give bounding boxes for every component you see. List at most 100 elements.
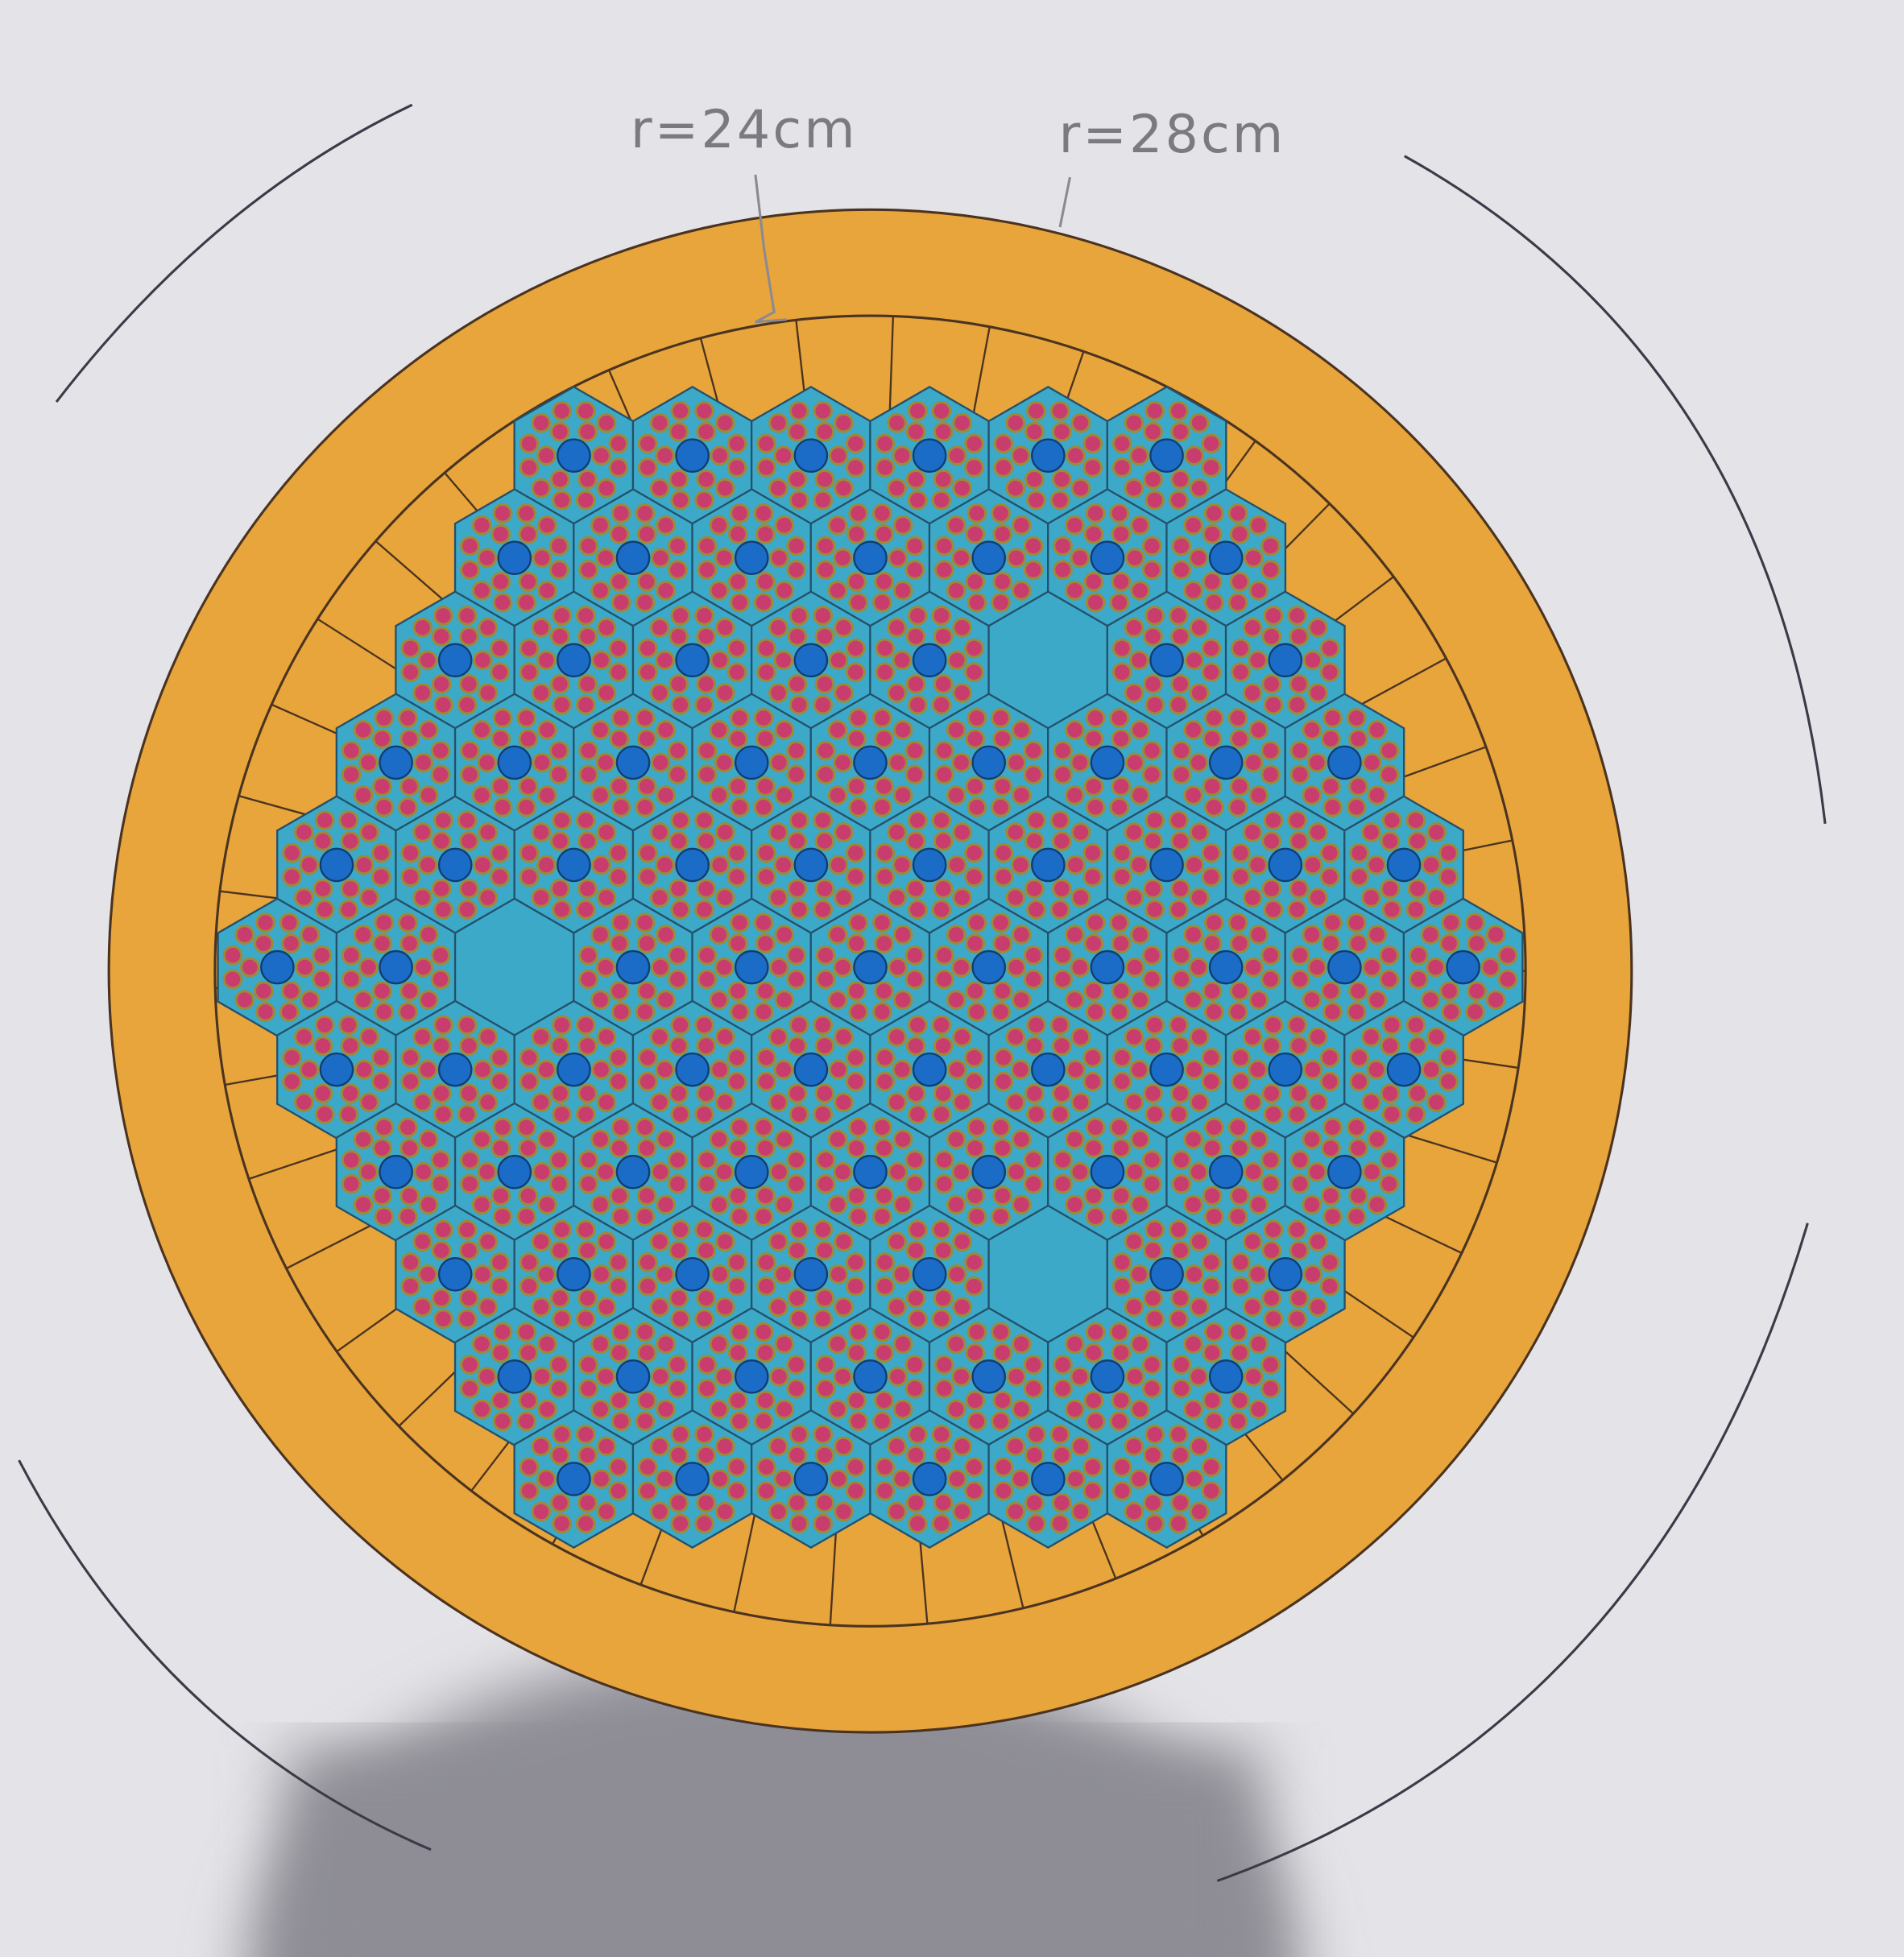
fuel-pin xyxy=(493,526,509,542)
fuel-pin xyxy=(717,890,733,905)
fuel-pin xyxy=(699,1357,715,1372)
fuel-pin xyxy=(611,845,627,861)
fuel-pin xyxy=(1085,460,1101,475)
fuel-pin xyxy=(937,767,952,783)
fuel-pin xyxy=(1072,1164,1088,1180)
fuel-pin xyxy=(540,1336,555,1352)
fuel-pin xyxy=(1086,1188,1102,1204)
assembly xyxy=(631,999,753,1140)
fuel-pin xyxy=(1351,731,1366,747)
fuel-pin xyxy=(1265,1017,1281,1033)
fuel-pin xyxy=(712,857,728,873)
fuel-pin xyxy=(1026,881,1042,896)
fuel-pin xyxy=(1291,676,1307,692)
fuel-pin xyxy=(1207,1209,1222,1224)
fuel-pin xyxy=(1264,881,1280,896)
fuel-pin xyxy=(493,731,509,747)
fuel-pin xyxy=(658,788,673,803)
fuel-pin xyxy=(954,890,970,905)
fuel-pin xyxy=(1073,1094,1089,1110)
fuel-pin xyxy=(1072,755,1088,771)
fuel-pin xyxy=(553,424,568,440)
fuel-pin xyxy=(937,538,952,554)
fuel-pin xyxy=(836,1438,851,1454)
fuel-pin xyxy=(1145,1086,1161,1101)
fuel-pin xyxy=(817,628,833,644)
fuel-pin xyxy=(1144,1152,1160,1168)
fuel-pin xyxy=(935,881,951,896)
fuel-pin xyxy=(935,628,951,644)
control-rod xyxy=(734,745,769,780)
fuel-pin xyxy=(317,1017,333,1033)
fuel-pin xyxy=(1364,1094,1379,1110)
fuel-pin xyxy=(1126,1438,1142,1454)
fuel-pin xyxy=(403,845,419,861)
fuel-pin xyxy=(1055,1176,1070,1192)
fuel-pin xyxy=(1230,506,1246,521)
fuel-pin xyxy=(949,1471,965,1487)
fuel-pin xyxy=(732,915,747,930)
fuel-pin xyxy=(1230,1004,1246,1020)
fuel-pin xyxy=(284,983,299,999)
fuel-pin xyxy=(1085,1049,1101,1065)
fuel-pin xyxy=(895,1132,911,1147)
fuel-pin xyxy=(847,1049,863,1065)
fuel-pin xyxy=(598,1299,615,1315)
fuel-pin xyxy=(889,415,904,431)
fuel-pin xyxy=(1348,1209,1364,1224)
fuel-pin xyxy=(1203,436,1219,452)
fuel-pin xyxy=(830,1061,846,1078)
assembly xyxy=(750,1204,871,1344)
fuel-pin xyxy=(554,697,569,713)
fuel-pin xyxy=(281,915,297,930)
fuel-pin xyxy=(948,1336,964,1352)
fuel-pin xyxy=(847,1483,863,1499)
fuel-pin xyxy=(967,526,983,542)
fuel-pin xyxy=(1113,1345,1129,1361)
fuel-pin xyxy=(521,1459,537,1475)
fuel-pin xyxy=(594,1061,609,1078)
fuel-pin xyxy=(849,1392,864,1409)
fuel-pin xyxy=(699,743,715,759)
fuel-pin xyxy=(598,480,615,496)
fuel-pin xyxy=(791,492,807,508)
fuel-pin xyxy=(1310,1299,1326,1315)
fuel-pin xyxy=(875,710,890,726)
fuel-pin xyxy=(729,640,745,656)
fuel-pin xyxy=(1231,1392,1248,1409)
fuel-pin xyxy=(851,1324,866,1340)
fuel-pin xyxy=(1145,881,1161,896)
fuel-pin xyxy=(1111,506,1128,521)
fuel-pin xyxy=(699,1152,715,1168)
control-rod xyxy=(1268,847,1303,883)
fuel-pin xyxy=(1085,1483,1101,1499)
fuel-pin xyxy=(342,834,358,849)
fuel-pin xyxy=(1304,1132,1320,1147)
control-rod xyxy=(675,1052,710,1087)
fuel-pin xyxy=(698,1290,714,1306)
fuel-pin xyxy=(598,890,615,905)
fuel-pin xyxy=(711,1197,727,1213)
fuel-pin xyxy=(258,1004,273,1020)
fuel-pin xyxy=(933,492,950,508)
fuel-pin xyxy=(554,1017,569,1033)
fuel-pin xyxy=(284,845,300,861)
fuel-pin xyxy=(1351,1049,1367,1065)
fuel-pin xyxy=(890,1369,905,1384)
fuel-pin xyxy=(1126,1234,1142,1250)
fuel-pin xyxy=(776,1401,793,1417)
fuel-pin xyxy=(639,1049,656,1065)
fuel-pin xyxy=(403,1278,419,1294)
fuel-pin xyxy=(315,1038,331,1053)
fuel-pin xyxy=(521,436,537,452)
fuel-pin xyxy=(830,1132,846,1147)
fuel-pin xyxy=(732,1004,747,1020)
fuel-pin xyxy=(1086,573,1102,590)
fuel-pin xyxy=(1111,1119,1128,1136)
fuel-pin xyxy=(1310,619,1326,635)
fuel-pin xyxy=(402,779,417,794)
assembly xyxy=(1106,386,1227,526)
fuel-pin xyxy=(433,628,449,644)
control-rod xyxy=(1031,1052,1066,1087)
